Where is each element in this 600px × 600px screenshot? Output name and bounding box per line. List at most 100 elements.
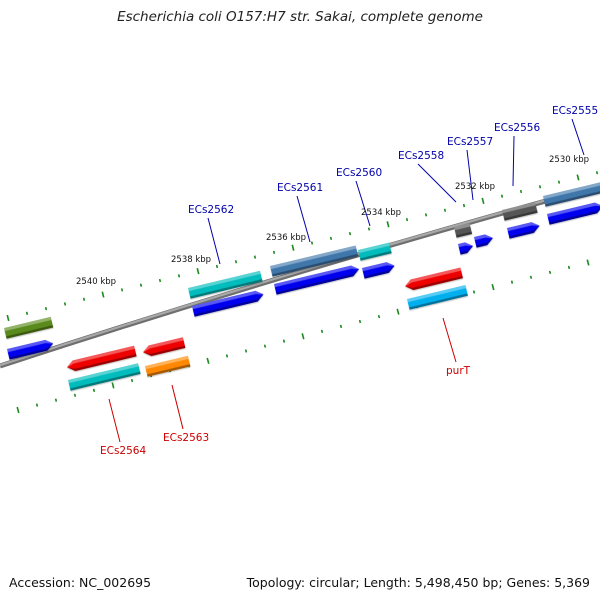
leader-line-ECs2557 xyxy=(466,149,474,201)
gene-track xyxy=(4,181,600,391)
tick-mark-lower xyxy=(73,393,77,397)
tick-mark-lower xyxy=(16,406,20,414)
tick-mark-upper xyxy=(63,302,67,306)
tick-mark-lower xyxy=(130,378,134,383)
kbp-label: 2530 kbp xyxy=(549,155,589,165)
gene-label-ECs2555: ECs2555 xyxy=(552,105,598,117)
kbp-label: 2532 kbp xyxy=(455,182,495,192)
tick-mark-upper xyxy=(196,268,200,275)
gene-gray-2558-face xyxy=(454,226,472,236)
tick-mark-lower xyxy=(206,357,210,364)
tick-mark-lower xyxy=(54,398,58,402)
gene-red-2563-face xyxy=(143,340,185,354)
leader-line-purT xyxy=(442,317,457,363)
label-leaders xyxy=(108,118,585,443)
gene-steel-2555 xyxy=(543,181,600,207)
tick-mark-upper xyxy=(82,297,86,301)
tick-mark-lower xyxy=(396,308,400,315)
gene-red-purT-face xyxy=(405,270,463,288)
kbp-label: 2540 kbp xyxy=(76,277,116,287)
topology-text: Topology: circular; Length: 5,498,450 bp… xyxy=(246,575,590,590)
tick-track xyxy=(6,171,599,414)
leader-line-ECs2555 xyxy=(571,118,585,156)
tick-mark-upper xyxy=(272,250,276,255)
leader-line-ECs2556 xyxy=(512,135,515,187)
gene-orange-2563 xyxy=(145,355,191,377)
tick-mark-upper xyxy=(576,174,580,181)
gene-label-ECs2557: ECs2557 xyxy=(447,136,493,148)
tick-mark-lower xyxy=(567,265,571,270)
tick-mark-upper xyxy=(158,278,162,283)
gene-red-purT xyxy=(405,267,463,291)
gene-label-ECs2562: ECs2562 xyxy=(188,204,234,216)
tick-mark-lower xyxy=(263,344,267,348)
tick-mark-upper xyxy=(6,314,10,322)
tick-mark-upper xyxy=(215,264,219,269)
tick-mark-lower xyxy=(472,290,476,294)
tick-mark-lower xyxy=(358,319,362,324)
gene-blue-2557-face xyxy=(474,237,493,246)
tick-mark-upper xyxy=(367,227,371,231)
kbp-label: 2538 kbp xyxy=(171,255,211,265)
tick-mark-upper xyxy=(405,217,409,222)
gene-blue-2557 xyxy=(474,234,493,248)
gene-steel-2561-face xyxy=(270,248,358,275)
tick-mark-lower xyxy=(339,324,343,329)
gene-blue-2558 xyxy=(458,242,473,255)
tick-mark-upper xyxy=(44,306,48,311)
gene-olive xyxy=(4,316,54,339)
kbp-label: 2534 kbp xyxy=(361,208,401,218)
gene-steel-2555-face xyxy=(543,185,600,205)
gene-cyan-2560 xyxy=(358,242,392,261)
gene-label-ECs2560: ECs2560 xyxy=(336,167,382,179)
gene-labels: 2540 kbp 2538 kbp 2536 kbp 2534 kbp 2532 kbp… xyxy=(76,105,598,457)
gene-blue-2562-face xyxy=(192,294,264,315)
leader-line-ECs2561 xyxy=(296,195,311,243)
tick-mark-lower xyxy=(92,388,96,392)
leader-line-ECs2564 xyxy=(108,398,121,443)
gene-cyan-2562 xyxy=(188,270,263,299)
kbp-label: 2536 kbp xyxy=(266,233,306,243)
tick-mark-upper xyxy=(120,288,124,292)
gene-blue-2562 xyxy=(192,290,264,317)
tick-mark-upper xyxy=(310,241,314,245)
gene-red-2563 xyxy=(143,337,186,357)
tick-mark-upper xyxy=(462,203,466,208)
gene-blue-2561-face xyxy=(274,268,359,293)
tick-mark-upper xyxy=(25,311,29,315)
tick-mark-upper xyxy=(500,194,504,198)
tick-mark-lower xyxy=(244,349,248,353)
gene-blue-left-face xyxy=(7,343,54,358)
tick-mark-upper xyxy=(386,221,390,228)
tick-mark-upper xyxy=(253,255,257,259)
gene-blue-2556 xyxy=(507,222,540,239)
leader-line-ECs2563 xyxy=(171,384,184,430)
gene-cyan-2562-face xyxy=(188,273,262,297)
gene-blue-2560 xyxy=(362,262,395,279)
tick-mark-upper xyxy=(443,208,447,212)
tick-mark-lower xyxy=(377,314,381,319)
gene-skyblue-purT-face xyxy=(407,288,468,308)
tick-mark-upper xyxy=(348,232,352,236)
tick-mark-lower xyxy=(548,270,552,275)
tick-mark-upper xyxy=(234,260,238,264)
gene-blue-2556-face xyxy=(507,225,540,237)
tick-mark-upper xyxy=(424,213,428,217)
tick-mark-upper xyxy=(177,274,181,278)
tick-mark-lower xyxy=(282,339,286,343)
gene-cyan-2560-face xyxy=(358,245,392,259)
gene-red-2564-face xyxy=(67,348,137,369)
gene-label-ECs2563: ECs2563 xyxy=(163,432,209,444)
gene-label-purT: purT xyxy=(446,365,471,377)
tick-mark-upper xyxy=(557,180,561,184)
tick-mark-upper xyxy=(519,189,523,194)
tick-mark-lower xyxy=(491,283,495,291)
tick-mark-upper xyxy=(139,283,143,287)
gene-label-ECs2561: ECs2561 xyxy=(277,182,323,194)
leader-line-ECs2558 xyxy=(417,163,457,203)
gene-gray-2556 xyxy=(502,202,538,221)
gene-skyblue-purT xyxy=(407,284,468,310)
tick-mark-upper xyxy=(595,171,599,175)
gene-olive-face xyxy=(4,320,53,337)
